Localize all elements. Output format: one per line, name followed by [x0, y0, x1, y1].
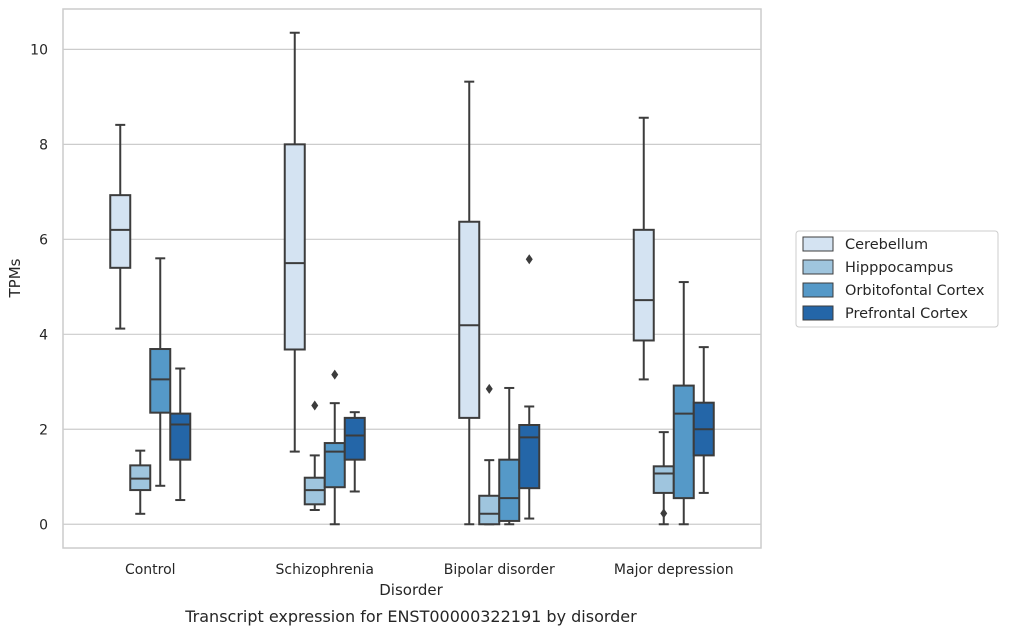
x-tick-label: Major depression	[614, 562, 734, 578]
box-iqr	[632, 228, 655, 342]
box-iqr	[478, 494, 501, 526]
legend-items: Cerebellum Hipppocampus Orbitofontal Corte…	[802, 236, 985, 322]
y-tick-label: 0	[39, 517, 48, 533]
y-tick-label: 8	[39, 137, 48, 153]
box-3-2	[672, 281, 695, 526]
gridlines	[63, 48, 761, 525]
legend-label: Cerebellum	[845, 237, 928, 253]
box-0-1	[129, 449, 152, 515]
outlier-point	[331, 369, 339, 380]
box-1-1	[303, 400, 326, 512]
box-2-3	[518, 254, 541, 520]
chart-caption: Transcript expression for ENST0000032219…	[184, 607, 637, 626]
y-tick-labels: 0 2 4 6 8 10	[30, 42, 48, 533]
x-tick-label: Bipolar disorder	[444, 562, 555, 578]
y-tick-label: 4	[39, 327, 48, 343]
legend-swatch	[802, 282, 834, 298]
legend: Cerebellum Hipppocampus Orbitofontal Corte…	[795, 230, 999, 328]
box-iqr	[498, 458, 521, 522]
plot-frame	[62, 8, 762, 549]
box-0-2	[149, 257, 172, 487]
boxes	[109, 31, 715, 526]
box-iqr	[652, 465, 675, 494]
legend-swatch	[802, 305, 834, 321]
y-tick-label: 6	[39, 232, 48, 248]
box-1-0	[283, 31, 306, 453]
box-1-3	[343, 411, 366, 493]
box-2-0	[458, 80, 481, 526]
legend-label: Prefrontal Cortex	[845, 306, 968, 322]
y-axis-label: TPMs	[6, 258, 24, 298]
box-2-2	[498, 386, 521, 526]
box-3-1	[652, 431, 675, 526]
box-iqr	[323, 442, 346, 489]
box-iqr	[169, 412, 192, 461]
box-iqr	[518, 424, 541, 490]
x-tick-label: Control	[125, 562, 176, 578]
outlier-point	[311, 400, 319, 411]
x-axis-label: Disorder	[379, 581, 443, 599]
box-3-3	[692, 346, 715, 494]
box-iqr	[149, 348, 172, 414]
outlier-point	[485, 383, 493, 394]
x-tick-label: Schizophrenia	[276, 562, 374, 578]
box-0-3	[169, 367, 192, 502]
legend-frame	[795, 230, 999, 328]
box-2-1	[478, 383, 501, 526]
box-iqr	[343, 416, 366, 461]
box-1-2	[323, 369, 346, 526]
box-iqr	[283, 143, 306, 351]
legend-swatch	[802, 236, 834, 252]
box-iqr	[458, 220, 481, 419]
box-3-0	[632, 116, 655, 381]
box-iqr	[672, 384, 695, 500]
legend-swatch	[802, 259, 834, 275]
y-tick-label: 10	[30, 42, 48, 58]
box-iqr	[109, 194, 132, 269]
x-tick-labels: Control Schizophrenia Bipolar disorder Majo…	[125, 562, 734, 578]
legend-label: Orbitofontal Cortex	[845, 283, 985, 299]
y-tick-label: 2	[39, 422, 48, 438]
box-0-0	[109, 123, 132, 330]
outlier-point	[525, 254, 533, 265]
outlier-point	[660, 508, 668, 519]
legend-label: Hipppocampus	[845, 260, 953, 276]
